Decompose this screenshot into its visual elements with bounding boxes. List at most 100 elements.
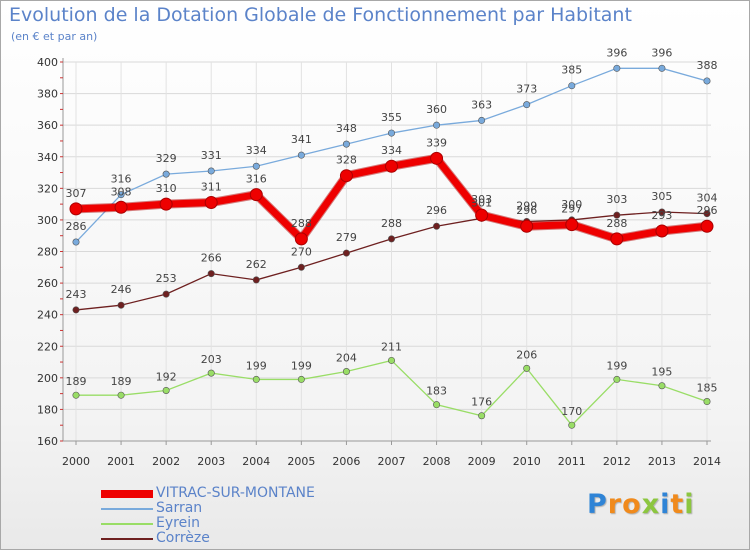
legend-label-eyrein: Eyrein [156, 515, 200, 531]
data-point-sarran [72, 238, 80, 246]
data-label-sarran: 373 [516, 83, 537, 96]
legend-swatch-sarran [101, 508, 153, 510]
data-point-eyrein [117, 391, 125, 399]
data-point-sarran [162, 170, 170, 178]
data-label-sarran: 348 [336, 122, 357, 135]
data-label-vitrac-sur-montane: 297 [561, 203, 582, 216]
data-point-vitrac-sur-montane [655, 224, 669, 238]
data-point-corr-ze [658, 208, 666, 216]
legend-label-vitrac-sur-montane: VITRAC-SUR-MONTANE [156, 485, 315, 501]
data-label-vitrac-sur-montane: 310 [156, 182, 177, 195]
data-point-vitrac-sur-montane [69, 202, 83, 216]
legend-swatch-corr-ze [101, 538, 153, 540]
data-label-sarran: 355 [381, 111, 402, 124]
data-label-corr-ze: 301 [471, 196, 492, 209]
data-point-vitrac-sur-montane [700, 219, 714, 233]
data-label-vitrac-sur-montane: 296 [516, 204, 537, 217]
y-tick-label: 380 [37, 88, 58, 101]
data-label-eyrein: 206 [516, 348, 537, 361]
data-label-vitrac-sur-montane: 334 [381, 144, 402, 157]
data-point-eyrein [207, 369, 215, 377]
data-label-sarran: 363 [471, 98, 492, 111]
data-point-corr-ze [117, 301, 125, 309]
data-point-corr-ze [703, 210, 711, 218]
data-label-eyrein: 185 [697, 382, 718, 395]
data-label-vitrac-sur-montane: 303 [471, 193, 492, 206]
series-lines [69, 64, 714, 429]
data-label-eyrein: 199 [606, 359, 627, 372]
data-label-corr-ze: 288 [381, 217, 402, 230]
proxiti-logo: Proxiti [587, 489, 695, 520]
data-point-sarran [297, 151, 305, 159]
data-label-corr-ze: 279 [336, 231, 357, 244]
data-label-corr-ze: 303 [606, 193, 627, 206]
data-point-eyrein [568, 421, 576, 429]
data-point-eyrein [523, 364, 531, 372]
data-point-corr-ze [613, 211, 621, 219]
data-label-vitrac-sur-montane: 308 [111, 185, 132, 198]
x-tick-label: 2012 [603, 455, 631, 468]
y-tick-label: 220 [37, 340, 58, 353]
data-point-eyrein [297, 375, 305, 383]
data-label-sarran: 331 [201, 149, 222, 162]
data-label-corr-ze: 300 [561, 198, 582, 211]
data-label-sarran: 388 [697, 59, 718, 72]
chart-subtitle: (en € et par an) [11, 30, 98, 43]
data-labels: 286 316 329 331 334 341 348 355 360 363 373 385 396 3… [66, 46, 718, 418]
data-label-vitrac-sur-montane: 288 [291, 217, 312, 230]
data-label-sarran: 396 [606, 46, 627, 59]
data-label-eyrein: 199 [246, 359, 267, 372]
data-label-vitrac-sur-montane: 328 [336, 154, 357, 167]
chart-title: Evolution de la Dotation Globale de Fonc… [9, 4, 632, 26]
data-label-eyrein: 176 [471, 396, 492, 409]
data-label-sarran: 316 [111, 173, 132, 186]
data-point-sarran [478, 116, 486, 124]
data-label-corr-ze: 270 [291, 245, 312, 258]
y-tick-label: 280 [37, 246, 58, 259]
data-label-vitrac-sur-montane: 296 [697, 204, 718, 217]
data-label-vitrac-sur-montane: 288 [606, 217, 627, 230]
x-tick-label: 2000 [62, 455, 90, 468]
y-tick-label: 340 [37, 151, 58, 164]
y-tick-label: 320 [37, 182, 58, 195]
data-point-sarran [703, 77, 711, 85]
legend-label-corr-ze: Corrèze [156, 530, 210, 546]
data-label-eyrein: 192 [156, 370, 177, 383]
data-point-vitrac-sur-montane [294, 232, 308, 246]
data-point-vitrac-sur-montane [249, 188, 263, 202]
data-point-vitrac-sur-montane [339, 169, 353, 183]
data-point-corr-ze [387, 235, 395, 243]
data-point-eyrein [613, 375, 621, 383]
data-label-vitrac-sur-montane: 307 [66, 187, 87, 200]
axes: 160 180 200 220 240 260 280 300 320 340 360 380 400 2… [37, 56, 721, 468]
data-point-eyrein [478, 412, 486, 420]
data-point-vitrac-sur-montane [159, 197, 173, 211]
data-point-eyrein [387, 356, 395, 364]
x-tick-label: 2009 [468, 455, 496, 468]
data-label-vitrac-sur-montane: 311 [201, 181, 222, 194]
x-tick-label: 2010 [513, 455, 541, 468]
data-point-sarran [658, 64, 666, 72]
data-label-corr-ze: 246 [111, 283, 132, 296]
data-point-sarran [207, 167, 215, 175]
data-point-eyrein [342, 368, 350, 376]
y-tick-label: 240 [37, 309, 58, 322]
data-point-corr-ze [207, 270, 215, 278]
x-tick-label: 2001 [107, 455, 135, 468]
x-tick-label: 2014 [693, 455, 721, 468]
data-point-eyrein [72, 391, 80, 399]
y-tick-label: 180 [37, 403, 58, 416]
data-point-vitrac-sur-montane [565, 218, 579, 232]
data-point-vitrac-sur-montane [114, 200, 128, 214]
x-tick-label: 2002 [152, 455, 180, 468]
data-label-vitrac-sur-montane: 339 [426, 136, 447, 149]
data-point-vitrac-sur-montane [610, 232, 624, 246]
legend-swatch-vitrac-sur-montane [101, 490, 153, 498]
y-tick-label: 300 [37, 214, 58, 227]
data-label-eyrein: 199 [291, 359, 312, 372]
legend-swatch-eyrein [101, 523, 153, 525]
x-tick-label: 2008 [423, 455, 451, 468]
data-label-sarran: 360 [426, 103, 447, 116]
data-point-sarran [433, 121, 441, 129]
data-label-eyrein: 189 [111, 375, 132, 388]
